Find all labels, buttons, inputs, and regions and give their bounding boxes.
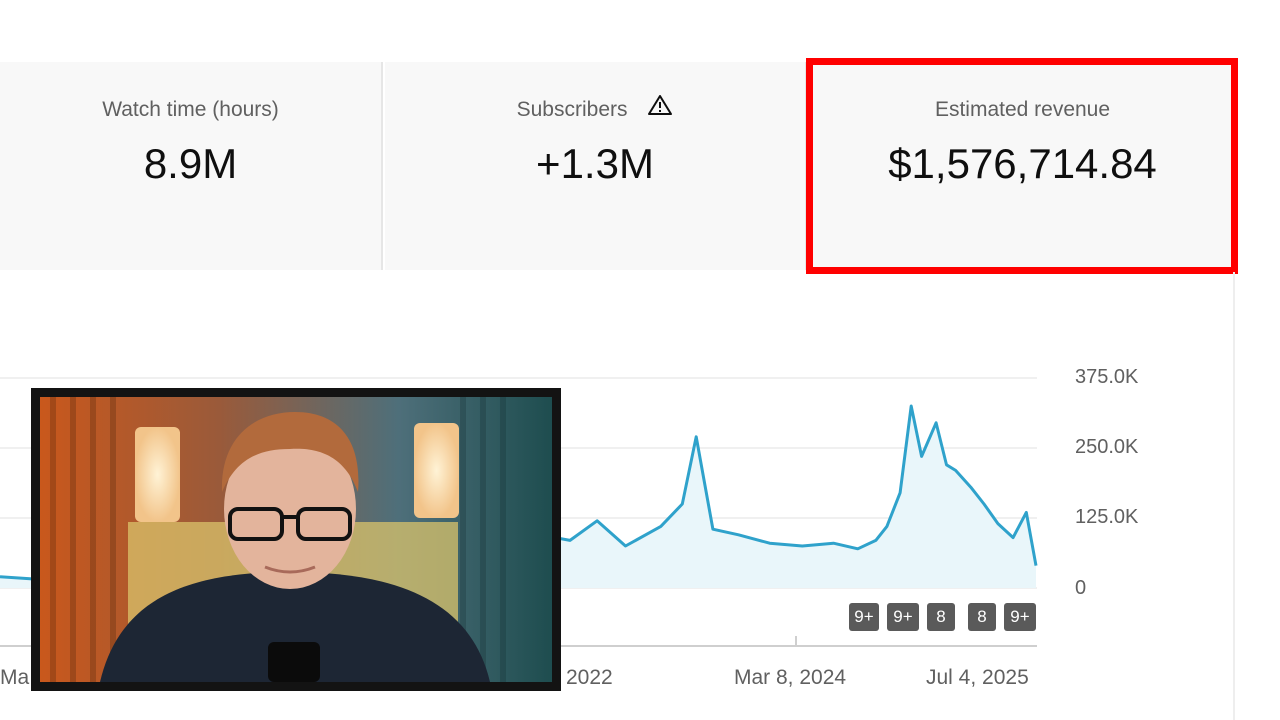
revenue-value: $1,576,714.84 bbox=[888, 140, 1157, 187]
metrics-row: Watch time (hours) 8.9M Subscribers +1.3… bbox=[0, 62, 1236, 270]
y-tick-label: 125.0K bbox=[1075, 506, 1139, 528]
panel-divider bbox=[1233, 272, 1235, 720]
video-count-badge[interactable]: 8 bbox=[927, 603, 955, 631]
video-count-badge[interactable]: 8 bbox=[968, 603, 996, 631]
x-tick-label: Mar 8, 2024 bbox=[734, 666, 847, 689]
watch-time-card[interactable]: Watch time (hours) 8.9M bbox=[0, 62, 383, 270]
y-tick-label: 375.0K bbox=[1075, 366, 1139, 388]
subscribers-card[interactable]: Subscribers +1.3M bbox=[385, 62, 807, 270]
video-count-badge[interactable]: 9+ bbox=[849, 603, 879, 631]
webcam-overlay bbox=[31, 388, 561, 691]
y-tick-label: 0 bbox=[1075, 577, 1087, 599]
watch-time-value: 8.9M bbox=[143, 140, 238, 187]
video-count-badge[interactable]: 9+ bbox=[887, 603, 919, 631]
video-count-badge[interactable]: 9+ bbox=[1004, 603, 1036, 631]
subscribers-label-wrap: Subscribers bbox=[385, 95, 805, 122]
y-tick-label: 250.0K bbox=[1075, 436, 1139, 458]
x-tick-label: Jul 4, 2025 bbox=[926, 666, 1029, 689]
subscribers-value: +1.3M bbox=[536, 140, 654, 187]
revenue-card[interactable]: Estimated revenue $1,576,714.84 bbox=[809, 62, 1236, 270]
warning-icon[interactable] bbox=[647, 94, 673, 122]
x-tick-label: 2022 bbox=[566, 666, 613, 689]
watch-time-label: Watch time (hours) bbox=[102, 98, 279, 121]
presenter-video bbox=[40, 397, 552, 682]
x-tick-label: Ma bbox=[0, 666, 30, 689]
revenue-label: Estimated revenue bbox=[934, 98, 1111, 121]
subscribers-label: Subscribers bbox=[516, 98, 628, 121]
